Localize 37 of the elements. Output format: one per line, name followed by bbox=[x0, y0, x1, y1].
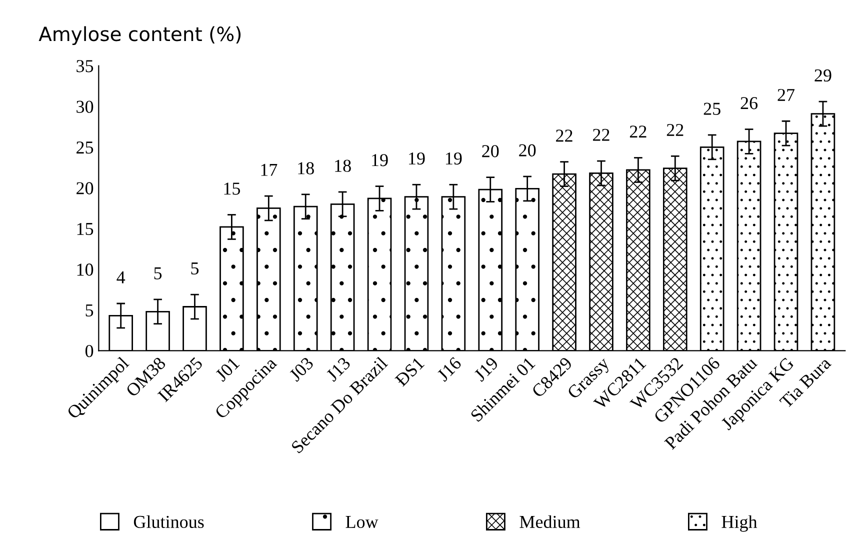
data-label: 5 bbox=[154, 267, 162, 280]
data-label: 22 bbox=[593, 128, 610, 141]
data-label: 19 bbox=[446, 152, 462, 165]
data-label: 22 bbox=[630, 126, 646, 138]
y-tick-label: 0 bbox=[85, 344, 94, 358]
data-label: 19 bbox=[409, 152, 425, 165]
legend-label: High bbox=[722, 515, 758, 532]
y-tick-label: 10 bbox=[77, 264, 94, 276]
legend-label: Low bbox=[346, 516, 378, 528]
data-label: 25 bbox=[704, 102, 720, 115]
data-label: 4 bbox=[116, 271, 126, 284]
data-label: 5 bbox=[191, 262, 199, 274]
data-label: 18 bbox=[298, 162, 314, 174]
y-tick-label: 15 bbox=[77, 222, 94, 236]
y-tick-label: 25 bbox=[76, 141, 94, 154]
y-tick-label: 5 bbox=[86, 304, 94, 316]
data-label: 20 bbox=[519, 144, 536, 156]
legend-label: Glutinous bbox=[134, 515, 204, 528]
x-tick-label: ĐS1 bbox=[394, 356, 425, 387]
data-label: 29 bbox=[814, 69, 832, 82]
x-tick-label: J03 bbox=[288, 356, 314, 382]
data-label: 20 bbox=[482, 145, 499, 158]
y-tick-label: 20 bbox=[76, 182, 94, 194]
y-tick-label: 30 bbox=[76, 100, 94, 113]
y-tick-label: 35 bbox=[76, 60, 94, 72]
x-tick-label: J16 bbox=[436, 356, 462, 382]
legend-label: Medium bbox=[520, 515, 580, 528]
x-tick-label: J13 bbox=[326, 356, 352, 382]
data-label: 19 bbox=[372, 154, 388, 166]
data-label: 18 bbox=[335, 160, 351, 172]
data-label: 27 bbox=[778, 88, 795, 101]
y-axis-title: Amylose content (%) bbox=[38, 26, 241, 46]
data-label: 17 bbox=[261, 164, 278, 176]
data-label: 22 bbox=[556, 130, 572, 142]
data-label: 15 bbox=[224, 182, 240, 195]
data-label: 26 bbox=[740, 97, 758, 110]
data-label: 22 bbox=[666, 124, 684, 136]
